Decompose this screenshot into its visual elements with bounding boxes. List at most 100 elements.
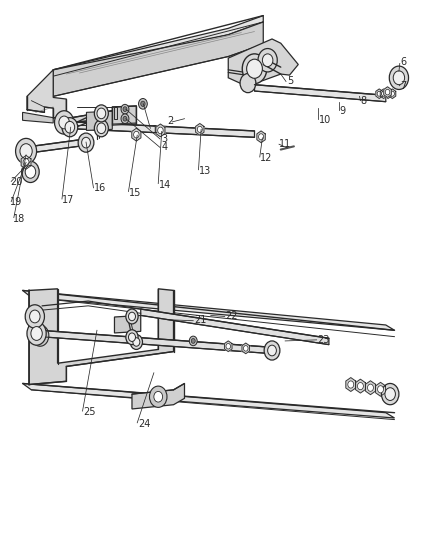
- Polygon shape: [375, 382, 385, 396]
- Circle shape: [138, 99, 147, 109]
- Circle shape: [123, 116, 127, 121]
- Text: 22: 22: [225, 311, 237, 321]
- Polygon shape: [112, 106, 136, 125]
- Circle shape: [384, 387, 395, 400]
- Polygon shape: [21, 156, 31, 169]
- Circle shape: [94, 105, 108, 122]
- Circle shape: [153, 391, 162, 402]
- Polygon shape: [195, 124, 204, 135]
- Polygon shape: [141, 309, 328, 345]
- Polygon shape: [29, 289, 173, 384]
- Circle shape: [54, 111, 74, 134]
- Circle shape: [258, 49, 277, 72]
- Polygon shape: [86, 111, 112, 131]
- Polygon shape: [22, 112, 53, 123]
- Text: 25: 25: [83, 407, 95, 417]
- Polygon shape: [375, 89, 382, 99]
- Circle shape: [121, 114, 129, 124]
- Text: 5: 5: [287, 77, 293, 86]
- Polygon shape: [132, 383, 184, 409]
- Circle shape: [389, 91, 393, 96]
- Polygon shape: [40, 330, 272, 354]
- Circle shape: [385, 90, 389, 95]
- Circle shape: [97, 123, 106, 134]
- Polygon shape: [22, 290, 394, 330]
- Polygon shape: [224, 341, 232, 352]
- Text: 9: 9: [338, 106, 344, 116]
- Polygon shape: [62, 122, 254, 138]
- Circle shape: [226, 343, 230, 349]
- Circle shape: [59, 116, 69, 129]
- Text: 15: 15: [129, 188, 141, 198]
- Circle shape: [376, 91, 381, 96]
- Polygon shape: [114, 316, 141, 333]
- Text: 18: 18: [13, 214, 25, 224]
- Text: 24: 24: [138, 419, 150, 429]
- Circle shape: [258, 134, 263, 140]
- Polygon shape: [27, 70, 66, 119]
- Circle shape: [347, 381, 353, 388]
- Polygon shape: [355, 379, 364, 393]
- Polygon shape: [345, 377, 355, 391]
- Polygon shape: [228, 39, 297, 86]
- Circle shape: [240, 74, 255, 93]
- Text: 8: 8: [360, 96, 366, 106]
- Text: 13: 13: [198, 166, 211, 176]
- Text: 7: 7: [399, 81, 406, 91]
- Text: 23: 23: [317, 335, 329, 345]
- Polygon shape: [53, 22, 263, 96]
- Circle shape: [191, 338, 195, 343]
- Circle shape: [141, 101, 145, 107]
- Circle shape: [377, 386, 383, 393]
- Text: 20: 20: [11, 177, 23, 187]
- Circle shape: [97, 108, 106, 119]
- Text: 14: 14: [158, 180, 170, 190]
- Text: 17: 17: [62, 195, 74, 205]
- Text: 10: 10: [318, 115, 330, 125]
- Circle shape: [264, 341, 279, 360]
- Circle shape: [149, 386, 166, 407]
- Polygon shape: [254, 85, 385, 102]
- Circle shape: [381, 91, 385, 96]
- Circle shape: [27, 322, 46, 345]
- Polygon shape: [31, 139, 86, 153]
- Text: 2: 2: [166, 116, 173, 126]
- Circle shape: [197, 126, 202, 132]
- Circle shape: [15, 139, 36, 164]
- Circle shape: [389, 66, 408, 90]
- Text: 6: 6: [399, 57, 406, 67]
- Circle shape: [123, 107, 127, 111]
- Circle shape: [385, 91, 389, 96]
- Circle shape: [267, 345, 276, 356]
- Circle shape: [31, 327, 42, 341]
- Circle shape: [62, 118, 78, 137]
- Circle shape: [133, 338, 140, 346]
- Circle shape: [31, 325, 49, 346]
- Circle shape: [157, 127, 163, 134]
- Polygon shape: [53, 15, 263, 76]
- Polygon shape: [384, 89, 391, 99]
- Circle shape: [20, 144, 32, 159]
- Circle shape: [25, 305, 44, 328]
- Circle shape: [21, 161, 39, 182]
- Circle shape: [65, 122, 74, 133]
- Circle shape: [94, 120, 108, 137]
- Circle shape: [243, 345, 247, 351]
- Circle shape: [29, 310, 40, 323]
- Circle shape: [262, 54, 272, 67]
- Circle shape: [242, 54, 266, 84]
- Circle shape: [367, 384, 373, 391]
- Circle shape: [126, 330, 138, 345]
- Polygon shape: [241, 343, 249, 354]
- Text: 19: 19: [11, 197, 22, 207]
- Circle shape: [81, 138, 90, 148]
- Polygon shape: [155, 124, 165, 137]
- Circle shape: [381, 383, 398, 405]
- Circle shape: [35, 330, 44, 341]
- Text: 4: 4: [161, 142, 167, 152]
- Circle shape: [392, 71, 404, 85]
- Circle shape: [128, 333, 135, 342]
- Polygon shape: [388, 89, 395, 99]
- Circle shape: [128, 312, 135, 321]
- Text: 16: 16: [94, 183, 106, 193]
